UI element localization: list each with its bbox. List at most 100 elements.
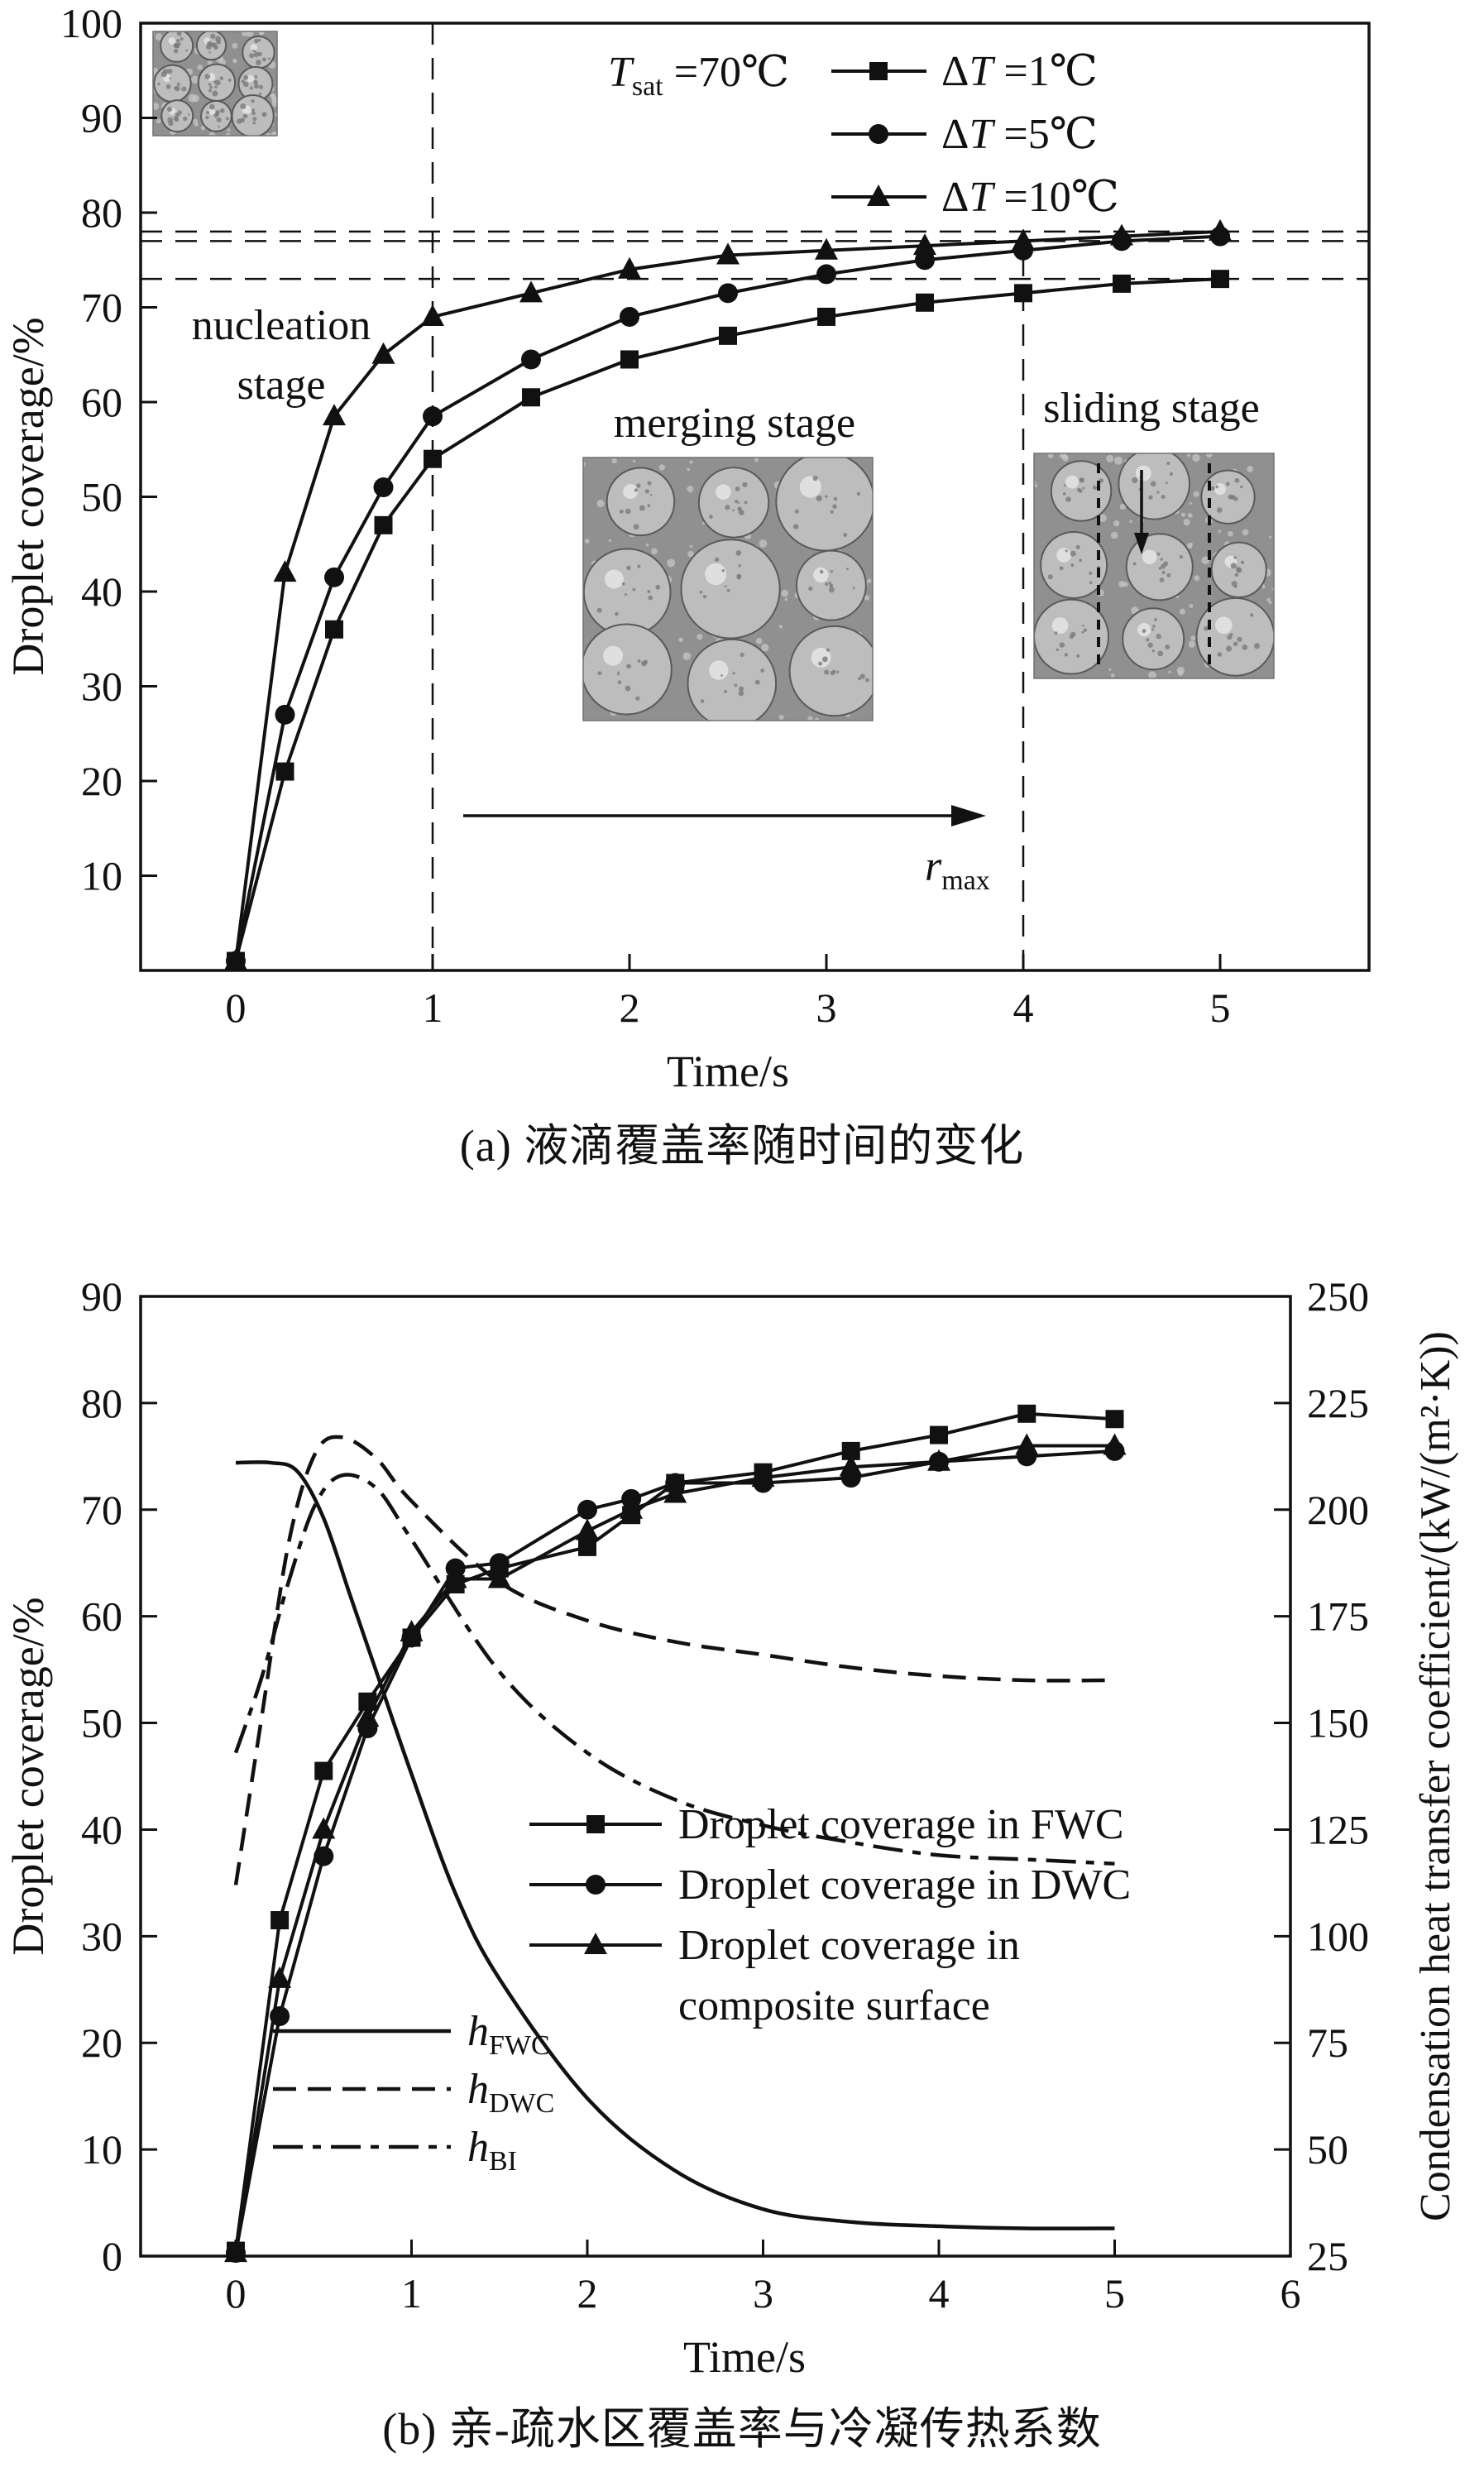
circle-shape — [689, 460, 693, 464]
tspan-shape: =5℃ — [993, 111, 1098, 158]
triangle-marker — [224, 948, 247, 970]
circle-shape — [1269, 535, 1272, 539]
circle-shape — [1233, 641, 1238, 647]
square-marker — [1014, 284, 1032, 303]
triangle-marker — [867, 184, 890, 206]
x-tick-label: 5 — [1104, 2270, 1125, 2316]
circle-shape — [830, 510, 834, 514]
circle-shape — [759, 539, 768, 548]
triangle-marker — [443, 1566, 467, 1588]
circle-shape — [788, 625, 873, 717]
circle-shape — [1180, 512, 1186, 517]
circle-shape — [867, 578, 872, 583]
chart-b-canvas: 0102030405060708090255075100125150175200… — [3, 1280, 1459, 2382]
legend-label-h: hBI — [467, 2124, 517, 2177]
circle-shape — [1092, 485, 1098, 490]
circle-shape — [633, 459, 636, 462]
legend-label: ΔT =1℃ — [941, 48, 1098, 95]
legend-label: Droplet coverage in DWC — [678, 1861, 1131, 1909]
circle-shape — [1218, 529, 1222, 533]
circle-shape — [615, 611, 619, 616]
circle-shape — [1148, 495, 1153, 500]
circle-shape — [617, 671, 620, 674]
circle-shape — [740, 652, 744, 658]
h-curve-DWC — [233, 1435, 1115, 1885]
circle-shape — [1237, 568, 1241, 573]
circle-shape — [1193, 491, 1199, 497]
square-marker — [270, 1911, 290, 1929]
circle-shape — [647, 590, 651, 594]
x-axis-title: Time/s — [683, 2332, 806, 2382]
merging-photo — [582, 457, 874, 721]
y-tick-label-left: 80 — [81, 1380, 122, 1426]
circle-shape — [259, 31, 264, 36]
polyline-shape — [234, 1444, 1115, 2254]
circle-shape — [1233, 556, 1237, 559]
circle-shape — [215, 36, 222, 42]
circle-shape — [1225, 645, 1233, 652]
series-circle — [226, 226, 1230, 971]
circle-shape — [200, 125, 206, 131]
circle-shape — [625, 685, 631, 692]
circle-shape — [709, 515, 713, 519]
square-marker — [586, 1815, 605, 1833]
circle-shape — [637, 659, 641, 663]
circle-shape — [807, 716, 813, 721]
path-shape — [235, 1460, 1115, 2230]
circle-shape — [1233, 496, 1238, 501]
circle-marker — [869, 124, 888, 144]
circle-shape — [215, 111, 220, 117]
circle-marker — [718, 283, 738, 304]
circle-shape — [214, 79, 221, 86]
circle-shape — [177, 46, 180, 49]
circle-shape — [225, 117, 229, 121]
circle-shape — [1157, 650, 1164, 657]
circle-shape — [735, 550, 742, 556]
square-marker — [869, 62, 888, 80]
triangle-marker — [421, 304, 444, 326]
circle-shape — [1148, 671, 1156, 678]
circle-shape — [258, 93, 262, 96]
legend-item: ΔT =1℃ — [831, 48, 1098, 95]
circle-shape — [212, 90, 218, 97]
circle-shape — [227, 128, 231, 132]
tspan-shape: Δ — [941, 174, 969, 221]
x-tick-label: 6 — [1281, 2270, 1301, 2316]
chart-a-canvas: 10 20 30 40 50 60 70 80 90 100 0 1 2 3 4 5 Droplet cover… — [3, 7, 1371, 1096]
triangle-marker — [618, 256, 641, 279]
circle-shape — [176, 82, 180, 86]
circle-shape — [825, 582, 829, 587]
circle-shape — [169, 77, 172, 80]
circle-shape — [709, 660, 729, 680]
circle-shape — [835, 670, 840, 674]
circle-shape — [1210, 486, 1215, 491]
circle-shape — [1108, 668, 1112, 671]
circle-shape — [687, 486, 694, 493]
circle-shape — [604, 569, 624, 589]
circle-shape — [173, 43, 179, 48]
circle-shape — [687, 550, 694, 558]
circle-shape — [845, 568, 849, 571]
circle-shape — [1099, 514, 1107, 522]
tspan-shape: h — [467, 2008, 489, 2055]
circle-shape — [1152, 625, 1156, 628]
circle-shape — [216, 117, 222, 123]
circle-shape — [210, 33, 216, 39]
circle-shape — [1142, 549, 1157, 565]
triangle-marker — [312, 1817, 336, 1839]
circle-shape — [813, 567, 829, 583]
y-tick-label-right: 250 — [1307, 1280, 1369, 1320]
circle-shape — [227, 78, 232, 82]
coverage-series-triangle — [224, 1433, 1127, 2263]
circle-shape — [583, 623, 673, 716]
legend-label: ΔT =10℃ — [941, 174, 1119, 221]
square-marker — [1017, 1404, 1036, 1423]
circle-shape — [720, 674, 723, 677]
circle-marker — [373, 477, 394, 498]
circle-marker — [586, 1875, 606, 1895]
y-axis-title: Droplet coverage/% — [3, 317, 53, 675]
circle-shape — [736, 574, 742, 580]
circle-shape — [1195, 596, 1274, 677]
circle-shape — [689, 544, 693, 549]
circle-shape — [596, 607, 602, 613]
